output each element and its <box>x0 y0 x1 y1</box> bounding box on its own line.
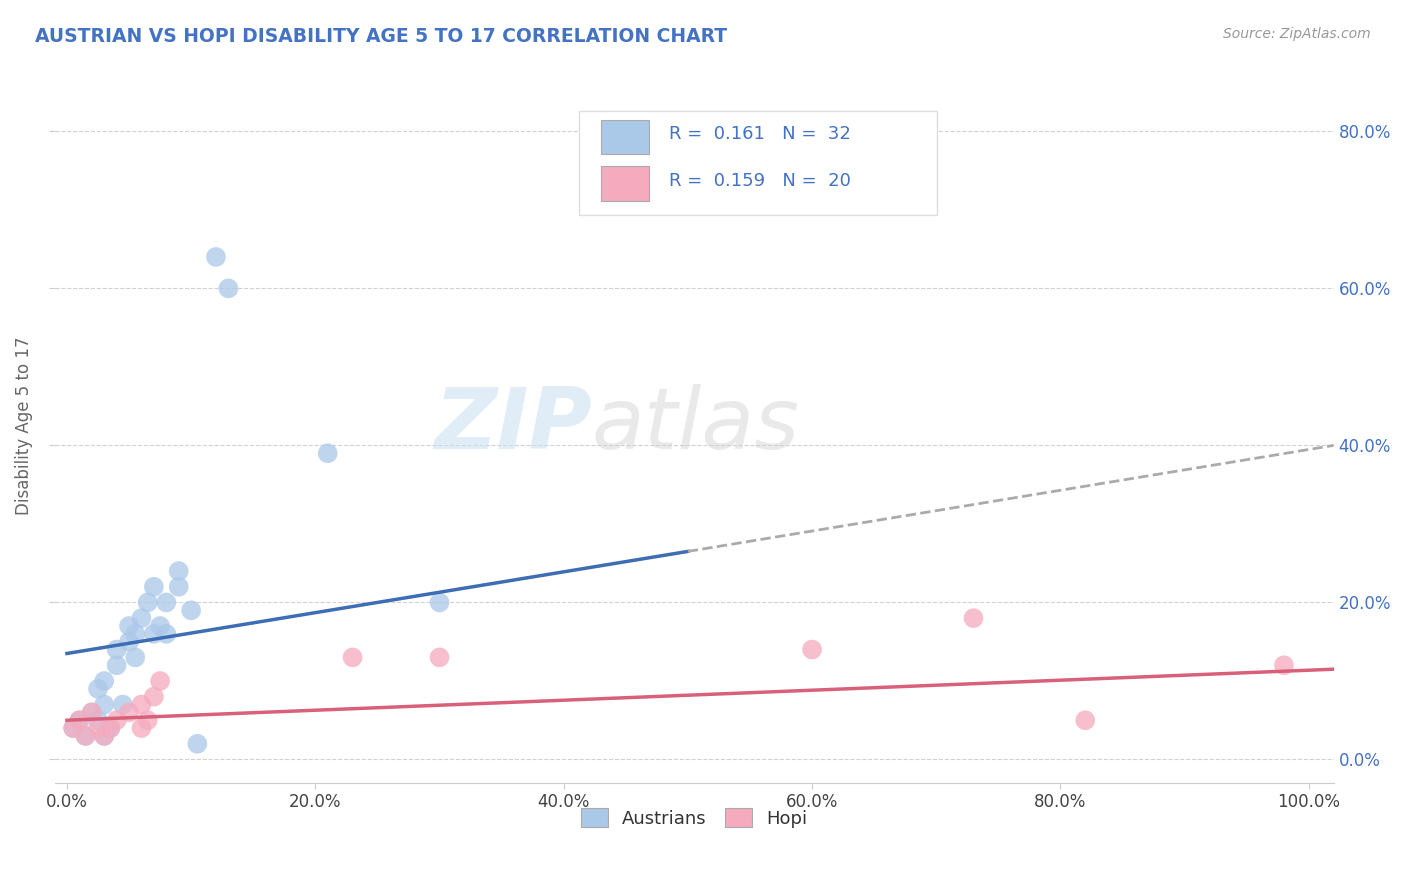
Point <box>1074 713 1097 727</box>
FancyBboxPatch shape <box>579 112 938 215</box>
Point <box>87 713 110 727</box>
Point <box>105 713 128 727</box>
Point <box>105 658 128 673</box>
Point <box>167 580 190 594</box>
Point <box>429 650 451 665</box>
Text: Source: ZipAtlas.com: Source: ZipAtlas.com <box>1223 27 1371 41</box>
Point <box>80 706 103 720</box>
Point <box>67 713 90 727</box>
Text: ZIP: ZIP <box>434 384 592 467</box>
Point <box>1272 658 1295 673</box>
Point <box>429 595 451 609</box>
Point <box>124 627 146 641</box>
Point <box>142 580 165 594</box>
Point <box>93 673 115 688</box>
Point <box>80 706 103 720</box>
Point <box>75 729 97 743</box>
Text: AUSTRIAN VS HOPI DISABILITY AGE 5 TO 17 CORRELATION CHART: AUSTRIAN VS HOPI DISABILITY AGE 5 TO 17 … <box>35 27 727 45</box>
Legend: Austrians, Hopi: Austrians, Hopi <box>574 801 814 835</box>
Point <box>87 681 110 696</box>
Point <box>100 721 122 735</box>
Point <box>186 737 208 751</box>
Point <box>62 721 84 735</box>
Point <box>155 627 177 641</box>
Point <box>136 595 159 609</box>
Point <box>93 698 115 712</box>
Point <box>62 721 84 735</box>
Point <box>118 619 141 633</box>
Point <box>93 729 115 743</box>
Point <box>131 698 153 712</box>
Point <box>149 619 172 633</box>
Point <box>342 650 364 665</box>
Point <box>111 698 134 712</box>
FancyBboxPatch shape <box>600 167 650 201</box>
Text: R =  0.159   N =  20: R = 0.159 N = 20 <box>668 171 851 190</box>
Point <box>118 634 141 648</box>
Point <box>124 650 146 665</box>
Point <box>149 673 172 688</box>
Point <box>131 611 153 625</box>
Y-axis label: Disability Age 5 to 17: Disability Age 5 to 17 <box>15 336 32 515</box>
Point <box>87 721 110 735</box>
Point <box>131 721 153 735</box>
Text: R =  0.161   N =  32: R = 0.161 N = 32 <box>668 125 851 143</box>
Point <box>136 713 159 727</box>
Point <box>801 642 824 657</box>
FancyBboxPatch shape <box>600 120 650 154</box>
Point <box>155 595 177 609</box>
Point <box>105 642 128 657</box>
Point <box>205 250 228 264</box>
Point <box>142 627 165 641</box>
Point <box>217 281 239 295</box>
Point <box>142 690 165 704</box>
Point <box>180 603 202 617</box>
Point <box>118 706 141 720</box>
Point <box>93 729 115 743</box>
Point <box>167 564 190 578</box>
Point <box>962 611 984 625</box>
Point <box>100 721 122 735</box>
Text: atlas: atlas <box>592 384 800 467</box>
Point <box>67 713 90 727</box>
Point <box>316 446 339 460</box>
Point <box>75 729 97 743</box>
